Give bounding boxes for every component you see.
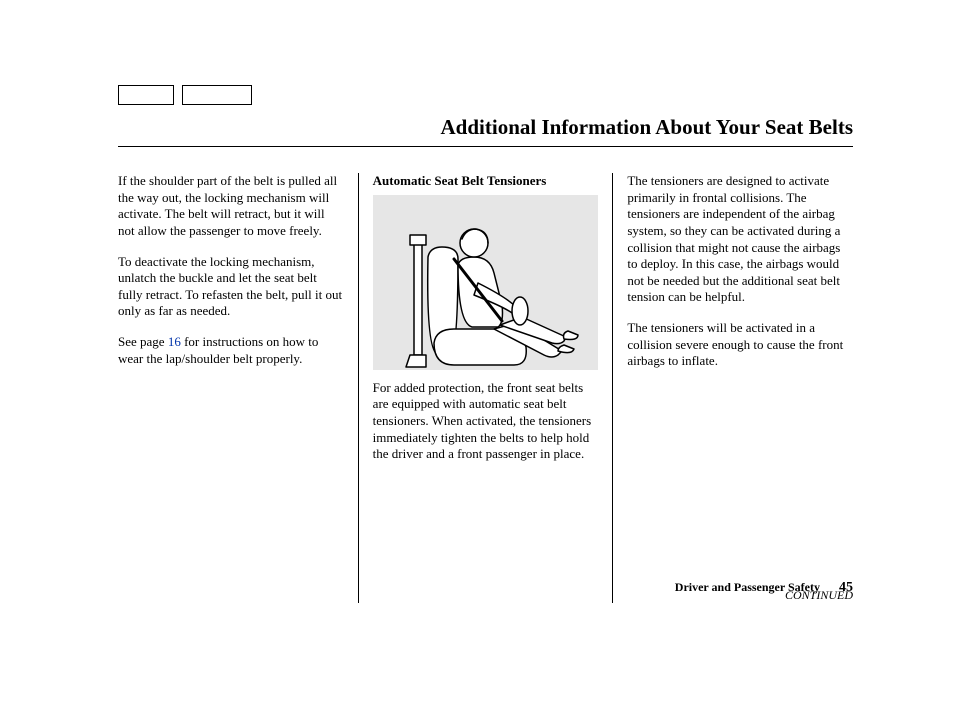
seatbelt-illustration [373,195,599,370]
col1-para1: If the shoulder part of the belt is pull… [118,173,344,240]
column-1: If the shoulder part of the belt is pull… [118,173,358,603]
footer-section: Driver and Passenger Safety [675,580,820,594]
seated-person-icon [376,195,596,370]
footer-page-number: 45 [839,580,853,595]
header-boxes [118,85,853,105]
column-2: Automatic Seat Belt Tensioners [358,173,614,603]
header-box-2 [182,85,252,105]
col3-para1: The tensioners are designed to activate … [627,173,853,306]
header-box-1 [118,85,174,105]
title-rule [118,146,853,147]
col1-para3-a: See page [118,334,168,349]
col3-para2: The tensioners will be activated in a co… [627,320,853,370]
col2-heading: Automatic Seat Belt Tensioners [373,173,599,190]
page-link-16[interactable]: 16 [168,334,181,349]
col1-para2: To deactivate the locking mechanism, unl… [118,254,344,321]
content-columns: If the shoulder part of the belt is pull… [118,173,853,603]
page-footer: Driver and Passenger Safety 45 [675,580,853,596]
column-3: The tensioners are designed to activate … [613,173,853,603]
col2-para1: For added protection, the front seat bel… [373,380,599,463]
manual-page: Additional Information About Your Seat B… [118,85,853,603]
col1-para3: See page 16 for instructions on how to w… [118,334,344,367]
page-title: Additional Information About Your Seat B… [118,115,853,140]
